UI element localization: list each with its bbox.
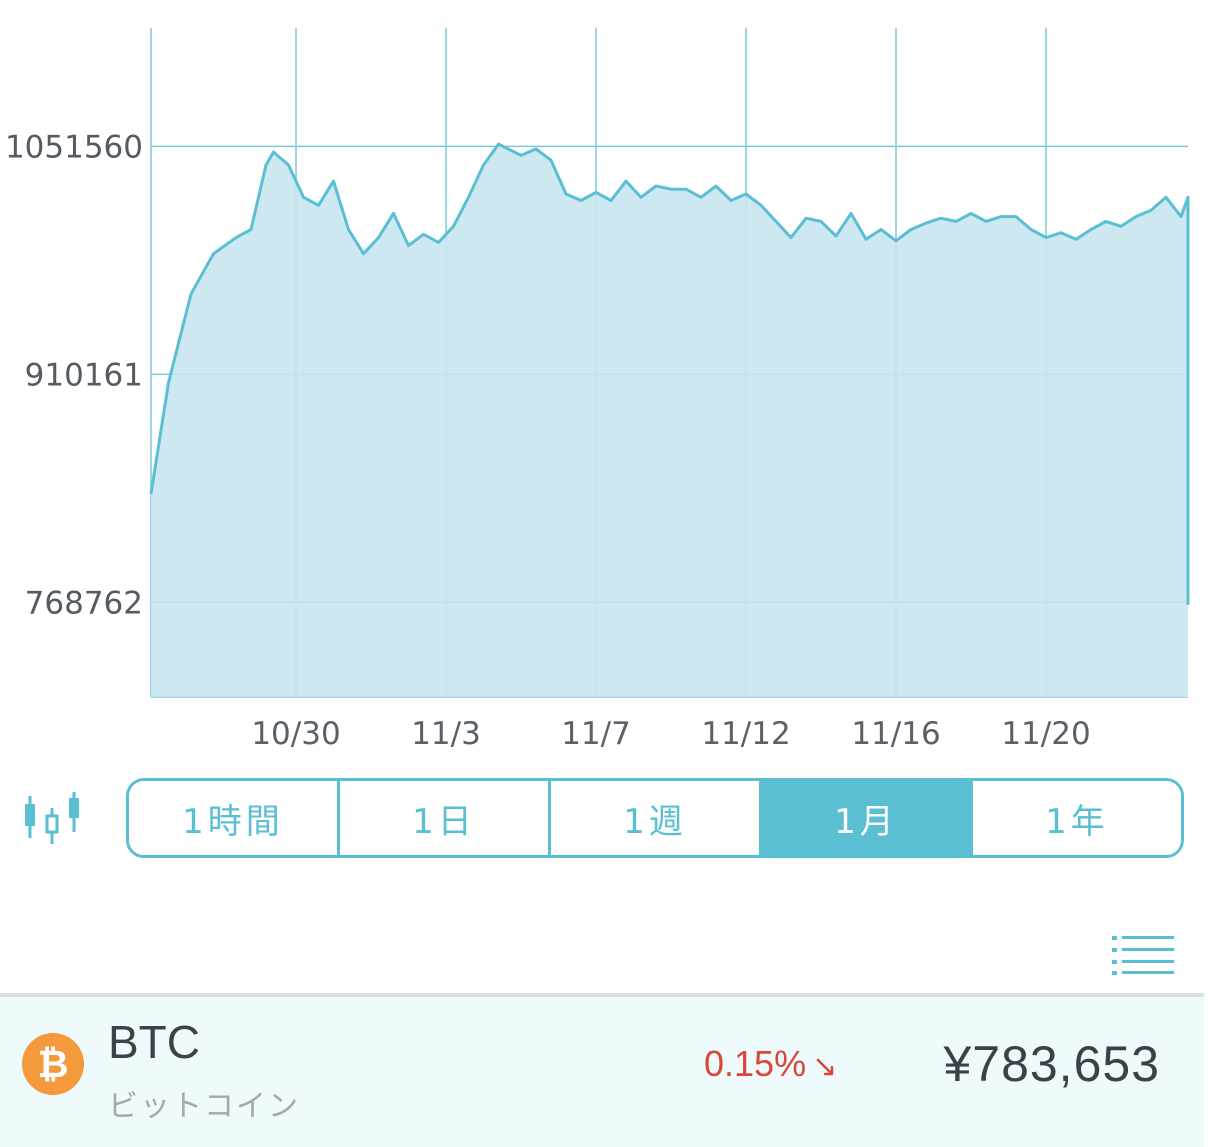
list-icon — [1112, 936, 1174, 975]
trend-down-arrow-icon: ↘ — [812, 1050, 838, 1083]
bitcoin-icon-glyph: ₿ — [37, 1042, 69, 1086]
coin-list-item-btc[interactable]: ₿ BTC ビットコイン 0.15% ↘ ¥783,653 — [0, 997, 1204, 1147]
price-area — [151, 144, 1188, 698]
y-axis-labels: 1051560 910161 768762 — [5, 129, 143, 621]
coin-name: ビットコイン — [108, 1089, 300, 1124]
x-tick-label: 11/20 — [1001, 716, 1090, 752]
list-view-button[interactable] — [1110, 934, 1176, 976]
price-change: 0.15% ↘ — [704, 1043, 837, 1085]
coin-symbol: BTC — [108, 1016, 200, 1068]
bitcoin-icon: ₿ — [22, 1033, 84, 1095]
x-axis-labels: 10/30 11/3 11/7 11/12 11/16 11/20 — [251, 716, 1090, 752]
candlestick-toggle-button[interactable] — [20, 788, 84, 848]
x-tick-label: 10/30 — [251, 716, 340, 752]
price-change-value: 0.15% — [704, 1043, 807, 1084]
range-1-day-button[interactable]: 1日 — [340, 781, 551, 855]
divider — [0, 993, 1204, 997]
range-1-month-button[interactable]: 1月 — [762, 781, 973, 855]
price-chart[interactable]: 1051560 910161 768762 10/30 11/3 11/7 11/12 11… — [0, 0, 1216, 770]
chart-area-fill — [149, 142, 1190, 698]
range-1-year-button[interactable]: 1年 — [973, 781, 1181, 855]
range-1-hour-button[interactable]: 1時間 — [129, 781, 340, 855]
x-tick-label: 11/12 — [701, 716, 790, 752]
price-line — [149, 142, 1190, 605]
y-tick-label: 768762 — [25, 585, 143, 621]
y-tick-label: 1051560 — [5, 129, 143, 165]
x-tick-label: 11/16 — [851, 716, 940, 752]
x-tick-label: 11/7 — [561, 716, 631, 752]
time-range-selector: 1時間 1日 1週 1月 1年 — [126, 778, 1184, 858]
coin-price: ¥783,653 — [943, 1036, 1160, 1092]
candlestick-chart-icon — [25, 792, 79, 844]
range-1-week-button[interactable]: 1週 — [551, 781, 762, 855]
price-chart-svg[interactable]: 1051560 910161 768762 10/30 11/3 11/7 11/12 11… — [0, 0, 1216, 770]
y-tick-label: 910161 — [25, 357, 143, 393]
x-tick-label: 11/3 — [411, 716, 481, 752]
